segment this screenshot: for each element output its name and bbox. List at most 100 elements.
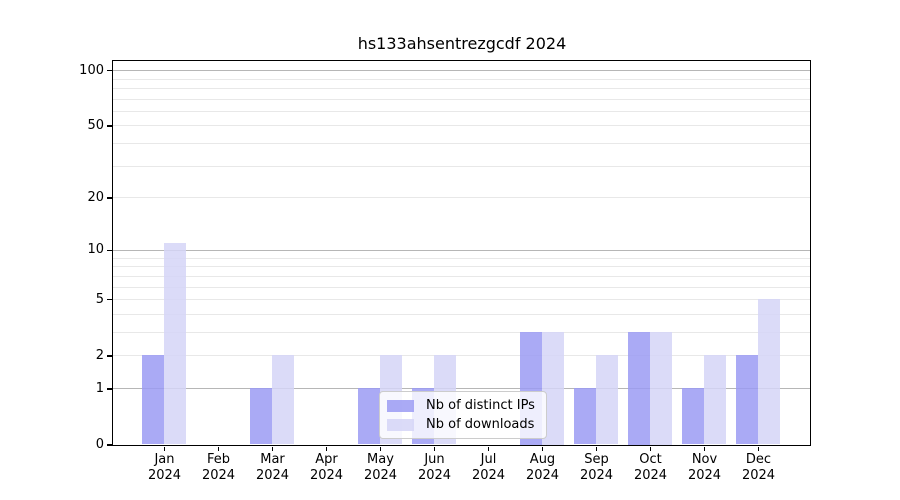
x-tick-label-feb: Feb 2024 xyxy=(191,452,247,484)
x-tick-label-month: Feb xyxy=(206,452,231,467)
x-tick-label-year: 2024 xyxy=(363,468,398,483)
legend-row-distinct-ips: Nb of distinct IPs xyxy=(386,398,540,413)
y-tick-label-5: 5 xyxy=(95,291,104,307)
x-tick-label-month: Oct xyxy=(639,452,662,467)
x-tick-mark-may xyxy=(379,446,382,451)
x-tick-label-mar: Mar 2024 xyxy=(245,452,301,484)
x-tick-label-jul: Jul 2024 xyxy=(461,452,517,484)
y-tick-mark-0 xyxy=(107,444,112,446)
legend-label-downloads: Nb of downloads xyxy=(426,417,535,432)
x-tick-label-sep: Sep 2024 xyxy=(569,452,625,484)
x-tick-label-month: Jul xyxy=(480,452,497,467)
x-tick-label-year: 2024 xyxy=(417,468,452,483)
x-tick-label-jun: Jun 2024 xyxy=(407,452,463,484)
bar-ips-mar xyxy=(250,388,272,445)
x-tick-label-year: 2024 xyxy=(471,468,506,483)
y-tick-label-10: 10 xyxy=(87,242,104,258)
gridline-minor-9 xyxy=(113,257,810,259)
legend: Nb of distinct IPs Nb of downloads xyxy=(379,391,547,439)
bar-ips-sep xyxy=(574,388,596,445)
bar-downloads-sep xyxy=(596,355,618,445)
x-tick-mark-dec xyxy=(757,446,760,451)
x-tick-mark-sep xyxy=(595,446,598,451)
x-tick-label-year: 2024 xyxy=(579,468,614,483)
bar-ips-oct xyxy=(628,332,650,445)
x-tick-mark-jun xyxy=(433,446,436,451)
x-tick-label-month: Mar xyxy=(260,452,285,467)
legend-row-downloads: Nb of downloads xyxy=(386,417,540,432)
gridline-major-100 xyxy=(113,70,810,71)
x-tick-label-apr: Apr 2024 xyxy=(299,452,355,484)
y-tick-mark-2 xyxy=(107,355,112,357)
chart-title: hs133ahsentrezgcdf 2024 xyxy=(357,34,567,53)
x-tick-label-year: 2024 xyxy=(147,468,182,483)
x-tick-label-nov: Nov 2024 xyxy=(677,452,733,484)
y-tick-mark-10 xyxy=(107,249,112,252)
gridline-minor-7 xyxy=(113,275,810,277)
y-tick-mark-50 xyxy=(107,125,112,127)
y-tick-mark-1 xyxy=(107,388,112,390)
gridline-minor-8 xyxy=(113,266,810,268)
bar-downloads-oct xyxy=(650,332,672,445)
y-tick-label-0: 0 xyxy=(95,437,104,452)
gridline-minor-6 xyxy=(113,286,810,288)
x-tick-label-month: Jan xyxy=(154,452,175,467)
y-tick-mark-5 xyxy=(107,298,112,301)
gridline-minor-5 xyxy=(113,299,810,301)
legend-swatch-distinct-ips xyxy=(387,399,414,412)
x-tick-label-year: 2024 xyxy=(633,468,668,483)
x-tick-mark-nov xyxy=(703,446,706,451)
gridline-minor-80 xyxy=(113,87,810,89)
bar-ips-jan xyxy=(142,355,164,445)
x-tick-label-month: May xyxy=(367,452,394,467)
bar-downloads-dec xyxy=(758,299,780,445)
x-tick-label-month: Dec xyxy=(745,452,772,467)
legend-label-distinct-ips: Nb of distinct IPs xyxy=(426,398,535,413)
gridline-minor-3 xyxy=(113,332,810,333)
bar-ips-may xyxy=(358,388,380,445)
y-tick-label-1: 1 xyxy=(95,380,104,396)
gridline-minor-60 xyxy=(113,110,810,112)
x-tick-label-month: Nov xyxy=(691,452,718,467)
x-tick-label-year: 2024 xyxy=(255,468,290,483)
y-tick-label-20: 20 xyxy=(87,189,104,205)
gridline-minor-20 xyxy=(113,197,810,199)
x-tick-label-year: 2024 xyxy=(741,468,776,483)
bar-ips-nov xyxy=(682,388,704,445)
x-tick-label-oct: Oct 2024 xyxy=(623,452,679,484)
y-tick-mark-100 xyxy=(107,69,112,72)
x-tick-mark-apr xyxy=(325,446,328,451)
x-tick-mark-oct xyxy=(649,446,652,451)
gridline-major-10 xyxy=(113,249,810,251)
x-tick-label-year: 2024 xyxy=(309,468,344,483)
x-tick-label-month: Apr xyxy=(315,452,338,467)
y-tick-label-2: 2 xyxy=(95,347,104,363)
x-tick-label-jan: Jan 2024 xyxy=(137,452,193,484)
x-tick-label-year: 2024 xyxy=(201,468,236,483)
x-tick-mark-jul xyxy=(487,446,490,451)
x-tick-label-month: Aug xyxy=(529,452,556,467)
gridline-minor-4 xyxy=(113,313,810,315)
gridline-major-1 xyxy=(113,388,810,390)
gridline-minor-40 xyxy=(113,143,810,145)
gridline-minor-70 xyxy=(113,98,810,100)
x-tick-mark-jan xyxy=(163,446,166,451)
x-tick-label-aug: Aug 2024 xyxy=(515,452,571,484)
x-tick-label-dec: Dec 2024 xyxy=(731,452,787,484)
legend-swatch-downloads xyxy=(387,418,414,431)
gridline-minor-50 xyxy=(113,125,810,127)
x-tick-mark-aug xyxy=(541,446,544,451)
bar-downloads-aug xyxy=(542,332,564,445)
bar-downloads-mar xyxy=(272,355,294,445)
bar-downloads-nov xyxy=(704,355,726,445)
gridline-minor-30 xyxy=(113,165,810,167)
y-tick-label-100: 100 xyxy=(79,62,104,78)
plot-area xyxy=(112,59,811,446)
bar-downloads-jan xyxy=(164,242,186,445)
gridline-minor-2 xyxy=(113,355,810,357)
x-tick-label-may: May 2024 xyxy=(353,452,409,484)
gridline-minor-90 xyxy=(113,78,810,80)
bar-ips-dec xyxy=(736,355,758,445)
x-tick-label-year: 2024 xyxy=(525,468,560,483)
